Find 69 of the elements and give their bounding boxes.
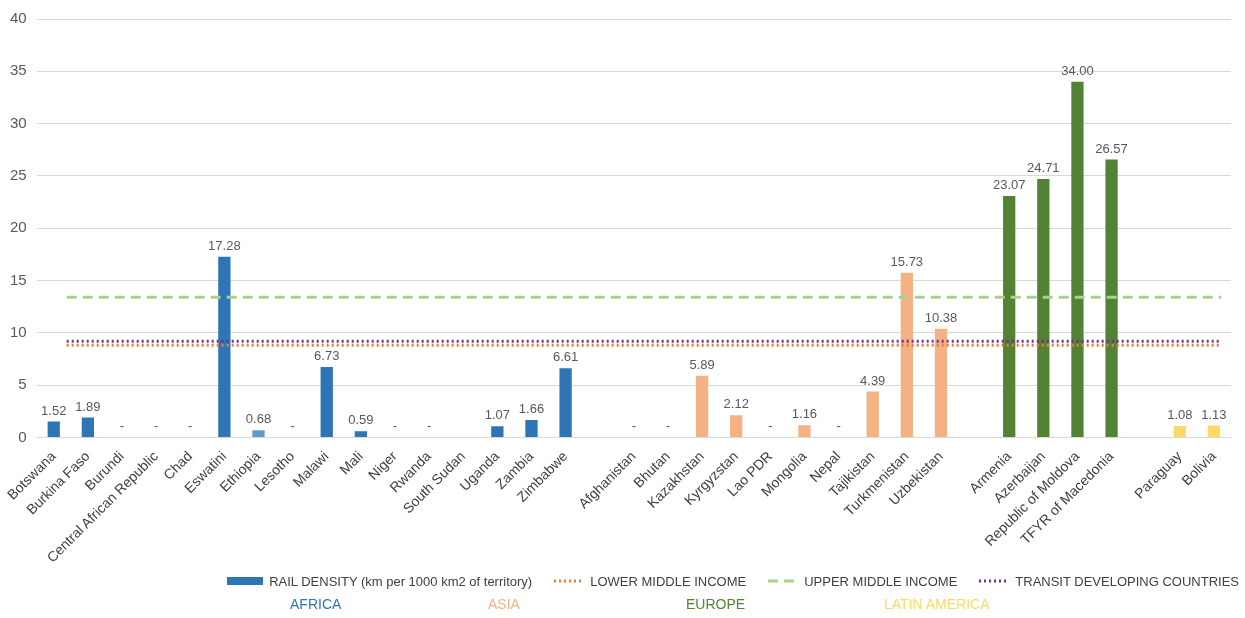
y-tick-label: 5 (18, 375, 27, 393)
bar (900, 272, 913, 437)
bar (252, 430, 265, 437)
bar (1037, 178, 1050, 437)
data-label: 1.52 (41, 402, 67, 418)
data-label: 1.89 (75, 398, 101, 414)
text: - (392, 418, 398, 434)
text: - (768, 418, 773, 434)
y-tick-label: 15 (10, 270, 27, 288)
bar (695, 375, 709, 437)
bar (559, 368, 572, 437)
text: - (290, 418, 295, 434)
bar (491, 426, 504, 437)
data-label: 1.66 (518, 401, 545, 417)
y-tick-label: 10 (10, 322, 27, 340)
data-label: 0.68 (245, 411, 272, 427)
text: ASIA (488, 596, 521, 612)
y-tick-label: 30 (10, 113, 27, 131)
data-label: 6.61 (552, 349, 579, 365)
data-label: 1.07 (484, 407, 511, 423)
data-label: 2.12 (723, 396, 749, 412)
bar (354, 431, 367, 437)
bar (320, 366, 333, 437)
y-tick-label: 40 (10, 9, 27, 27)
bar (1207, 425, 1221, 437)
data-label: 0.59 (348, 412, 374, 428)
y-tick-label: 20 (10, 218, 27, 236)
bar (1003, 196, 1016, 437)
text: - (119, 418, 125, 434)
bar (47, 421, 60, 437)
bar (525, 420, 538, 437)
bar (1071, 81, 1084, 437)
legend-title: RAIL DENSITY (km per 1000 km2 of territory) (269, 573, 533, 589)
data-label: 1.13 (1201, 406, 1227, 422)
text: - (153, 418, 159, 434)
bar (798, 425, 811, 437)
bar (81, 417, 95, 437)
data-label: 23.07 (992, 177, 1026, 193)
text: - (631, 418, 637, 434)
bar (730, 415, 743, 437)
text: - (665, 418, 671, 434)
text: - (188, 418, 193, 434)
data-label: 34.00 (1061, 62, 1094, 78)
text: EUROPE (686, 596, 747, 612)
data-label: 1.16 (791, 406, 818, 422)
bar (1173, 426, 1186, 437)
text: AFRICA (290, 596, 343, 612)
bar (866, 391, 879, 437)
data-label: 4.39 (860, 372, 886, 388)
legend-label: TRANSIT DEVELOPING COUNTRIES (1015, 573, 1239, 589)
y-tick-label: 35 (10, 61, 27, 79)
text: - (426, 418, 432, 434)
data-label: 24.71 (1027, 160, 1060, 175)
bar (934, 328, 948, 437)
legend-label: LOWER MIDDLE INCOME (590, 573, 747, 589)
bar (1105, 159, 1118, 437)
y-tick-label: 0 (18, 427, 27, 445)
data-label: 15.73 (890, 253, 924, 269)
data-label: 5.89 (689, 356, 715, 372)
data-label: 10.38 (924, 309, 958, 325)
text: LATIN AMERICA (884, 596, 991, 612)
legend-label: UPPER MIDDLE INCOME (804, 573, 958, 589)
data-label: 17.28 (208, 237, 241, 253)
data-label: 6.73 (314, 348, 340, 364)
text: - (836, 418, 841, 434)
bar (218, 256, 231, 437)
data-label: 1.08 (1167, 407, 1193, 423)
data-label: 26.57 (1095, 140, 1128, 156)
y-tick-label: 25 (10, 166, 27, 184)
